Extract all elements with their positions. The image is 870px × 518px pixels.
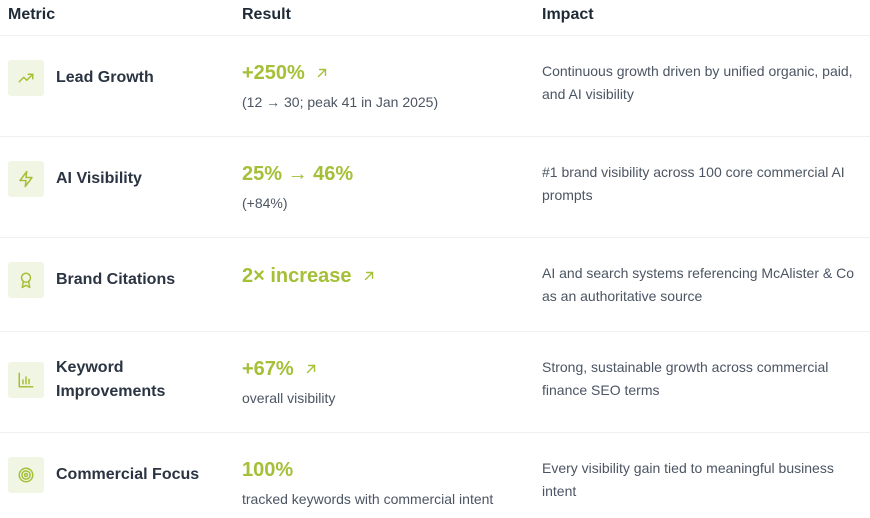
metric-label: Commercial Focus (56, 466, 200, 483)
impact-text: Continuous growth driven by unified orga… (542, 63, 853, 102)
award-icon (8, 262, 44, 298)
metric-label: Brand Citations (56, 271, 176, 288)
table-row-brand-citations: Brand Citations 2× increase AI and searc… (0, 238, 870, 332)
arrow-up-right-icon (315, 61, 329, 87)
result-detail: (+84%) (242, 195, 288, 211)
table-row-ai-visibility: AI Visibility 25% → 46% (+84%) #1 brand … (0, 137, 870, 238)
result-value: +67% (242, 356, 318, 383)
table-header: Metric Result Impact (0, 0, 870, 36)
result-detail: (12 → 30; peak 41 in Jan 2025) (242, 94, 439, 110)
table-row-lead-growth: Lead Growth +250% (12 → 30; peak 41 in J… (0, 36, 870, 137)
trending-up-icon (8, 60, 44, 96)
metric-label: Lead Growth (56, 69, 154, 86)
table-row-keyword-improvements: Keyword Improvements +67% overall visibi… (0, 332, 870, 433)
target-icon (8, 457, 44, 493)
result-detail: tracked keywords with commercial intent (242, 491, 494, 507)
impact-text: Strong, sustainable growth across commer… (542, 359, 829, 398)
header-metric: Metric (8, 6, 56, 23)
lightning-icon (8, 161, 44, 197)
arrow-up-right-icon (362, 264, 376, 290)
result-value: 100% (242, 459, 294, 481)
result-value: 2× increase (242, 263, 376, 290)
impact-text: #1 brand visibility across 100 core comm… (542, 164, 845, 203)
header-impact: Impact (542, 6, 594, 23)
result-value: +250% (242, 60, 329, 87)
impact-text: Every visibility gain tied to meaningful… (542, 460, 834, 499)
table-row-commercial-focus: Commercial Focus 100% tracked keywords w… (0, 433, 870, 518)
metric-label: AI Visibility (56, 170, 142, 187)
header-result: Result (242, 6, 291, 23)
result-detail: overall visibility (242, 390, 336, 406)
arrow-up-right-icon (304, 357, 318, 383)
bar-chart-icon (8, 362, 44, 398)
result-value: 25% → 46% (242, 163, 354, 185)
metric-label: Keyword Improvements (56, 359, 166, 400)
impact-text: AI and search systems referencing McAlis… (542, 265, 855, 304)
